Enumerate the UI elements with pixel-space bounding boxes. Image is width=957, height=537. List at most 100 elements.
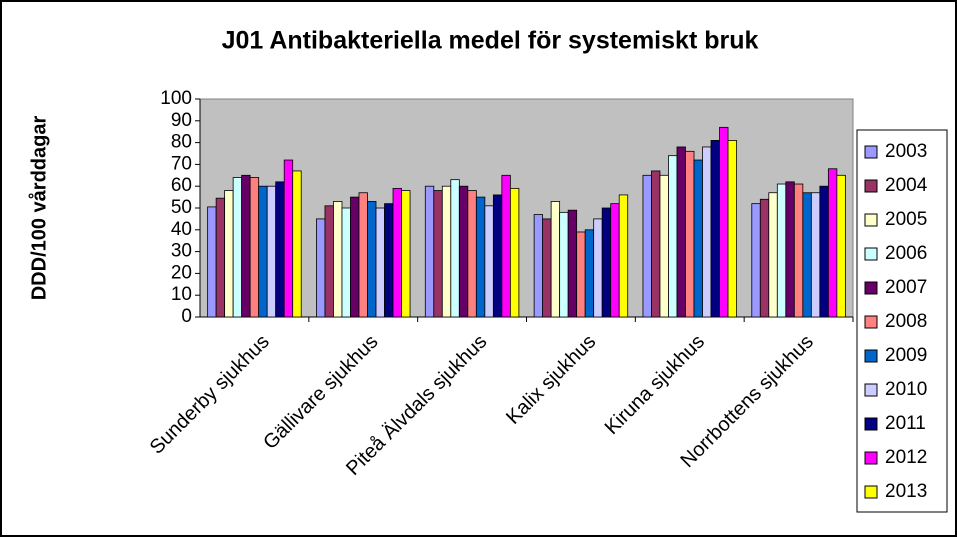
bar: [584, 229, 595, 318]
bar: [241, 174, 251, 318]
bar: [350, 196, 360, 318]
bar: [215, 197, 226, 318]
bar: [232, 177, 243, 318]
bar: [559, 211, 569, 318]
bar: [676, 146, 686, 318]
bar: [651, 170, 661, 318]
bar: [441, 185, 452, 318]
y-tick-label: 10: [171, 284, 192, 305]
y-tick-label: 0: [181, 306, 192, 327]
bar: [727, 140, 737, 318]
bar: [827, 168, 838, 318]
legend-label: 2011: [885, 413, 926, 434]
bar: [367, 201, 377, 318]
bar: [375, 207, 385, 318]
bar: [710, 140, 720, 318]
bar: [467, 190, 477, 318]
bar: [685, 150, 695, 318]
legend-label: 2013: [885, 481, 927, 502]
bar: [341, 207, 351, 318]
plot-area: [199, 98, 854, 318]
bar: [275, 181, 285, 318]
bar: [836, 174, 846, 318]
bar: [224, 190, 234, 318]
legend-label: 2010: [885, 379, 927, 400]
legend-swatch: [864, 247, 878, 261]
bar: [458, 185, 469, 318]
bar: [433, 190, 443, 318]
legend-swatch: [864, 383, 878, 397]
bar: [292, 170, 302, 318]
bar: [668, 155, 678, 318]
bar: [702, 146, 712, 318]
y-tick-label: 60: [171, 175, 192, 196]
bar: [601, 207, 612, 318]
y-tick-label: 50: [171, 197, 192, 218]
legend-swatch: [864, 145, 878, 159]
bar: [358, 192, 368, 318]
legend-swatch: [864, 213, 878, 227]
legend-label: 2003: [885, 141, 927, 162]
legend-label: 2009: [885, 345, 927, 366]
bar: [593, 218, 603, 318]
bar: [759, 198, 770, 318]
bar: [266, 185, 277, 318]
bar: [492, 194, 503, 318]
y-tick-label: 40: [171, 219, 192, 240]
legend-swatch: [864, 451, 878, 465]
bar: [401, 190, 411, 318]
bar: [810, 192, 821, 318]
chart-title: J01 Antibakteriella medel för systemiskt…: [222, 27, 759, 55]
bar: [693, 159, 703, 318]
bar: [249, 177, 260, 318]
bar: [384, 203, 394, 318]
y-tick-label: 90: [171, 110, 192, 131]
y-tick-label: 30: [171, 241, 192, 262]
bar: [501, 174, 511, 318]
bar: [610, 203, 620, 318]
bar: [450, 179, 460, 318]
legend-swatch: [864, 179, 878, 193]
bar: [533, 214, 544, 318]
bar: [475, 196, 486, 318]
y-tick-label: 70: [171, 153, 192, 174]
legend-swatch: [864, 485, 878, 499]
bar: [333, 201, 343, 318]
legend-label: 2004: [885, 175, 928, 196]
bar: [642, 174, 652, 318]
legend-label: 2008: [885, 311, 927, 332]
legend-label: 2005: [885, 209, 927, 230]
bar: [542, 218, 552, 318]
bar: [324, 205, 334, 318]
bar: [659, 174, 669, 318]
legend-swatch: [864, 281, 878, 295]
bar: [819, 185, 829, 318]
bar: [424, 185, 435, 318]
bar: [785, 181, 795, 318]
bar: [283, 159, 294, 318]
bar: [567, 209, 578, 318]
bar: [719, 126, 729, 318]
bar: [576, 231, 586, 318]
bar: [550, 201, 561, 318]
bar: [768, 192, 778, 318]
y-tick-label: 100: [160, 88, 192, 109]
bar: [751, 203, 761, 318]
bar: [776, 183, 787, 318]
bar: [618, 194, 629, 318]
legend-swatch: [864, 315, 878, 329]
y-axis-label: DDD/100 vårddagar: [27, 116, 50, 301]
bar: [392, 187, 402, 318]
y-tick-label: 80: [171, 132, 192, 153]
legend-swatch: [864, 349, 878, 363]
bar: [802, 192, 812, 318]
bar: [509, 187, 520, 318]
bar: [793, 183, 804, 318]
bar: [258, 185, 268, 318]
bar: [316, 218, 326, 318]
bar: [484, 205, 494, 318]
bar: [207, 206, 217, 318]
legend-label: 2012: [885, 447, 927, 468]
legend-label: 2007: [885, 277, 927, 298]
